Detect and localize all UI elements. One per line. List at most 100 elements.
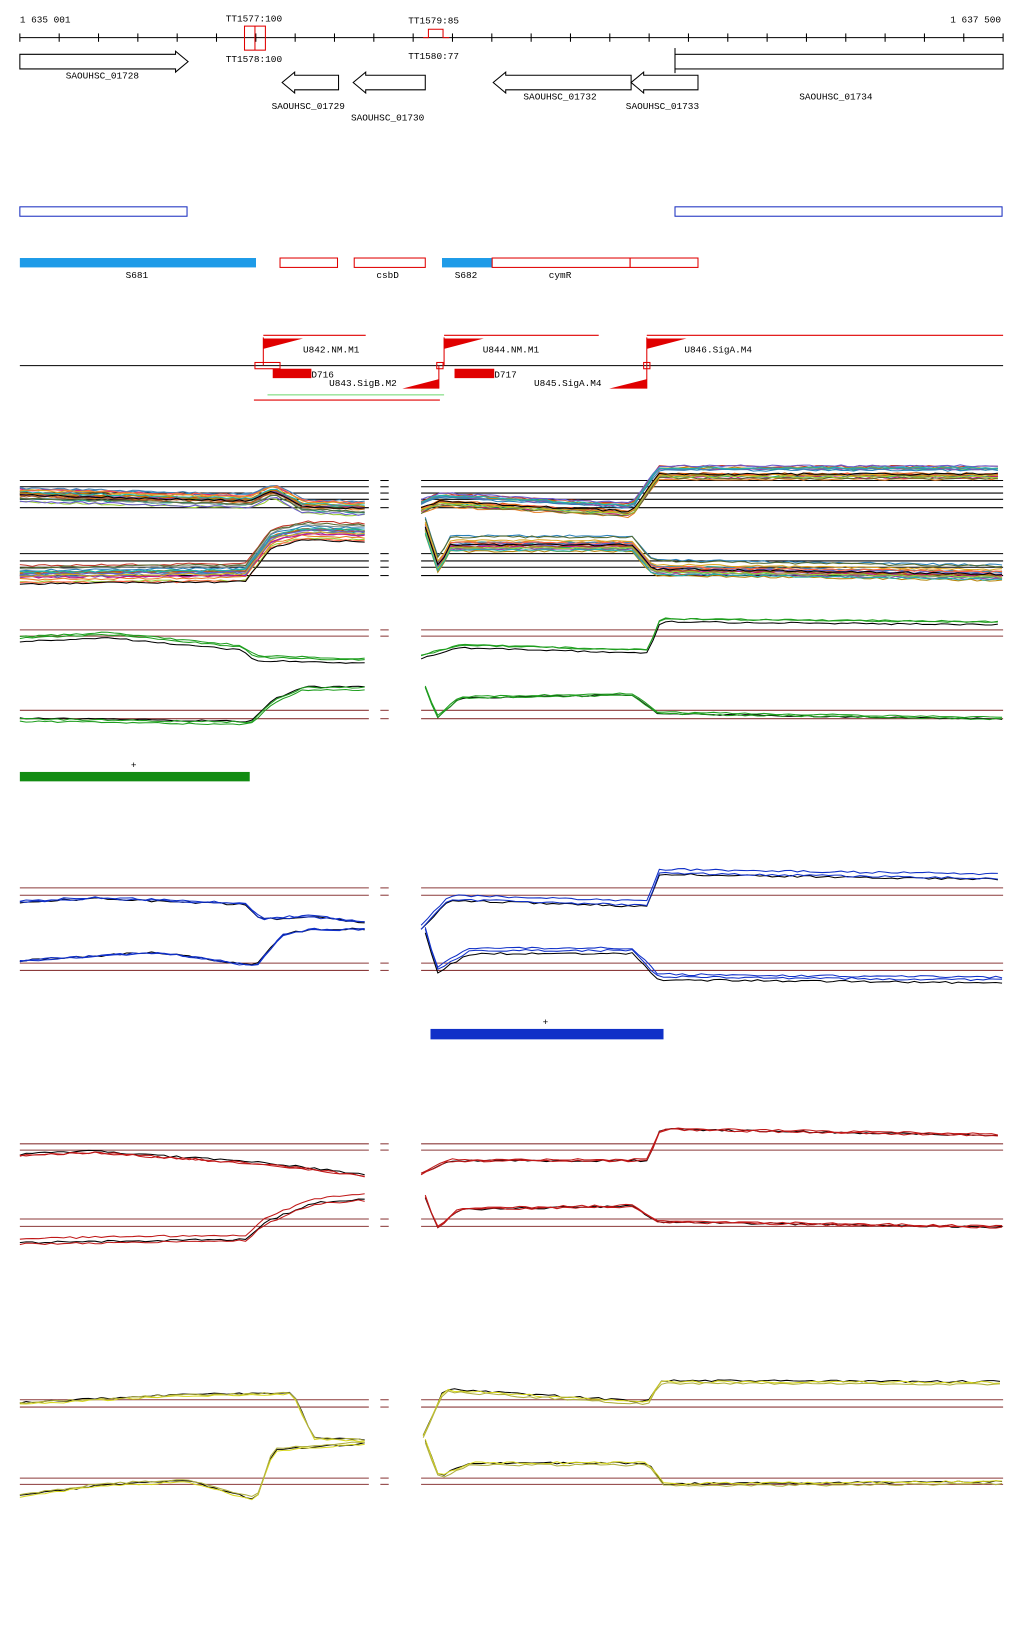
promoter-track-part-part [263, 338, 304, 349]
expression-profiles-part [19, 494, 365, 513]
expression-profiles-part [19, 531, 365, 577]
expression-profiles-part [19, 689, 365, 726]
expression-profiles-part [19, 529, 365, 576]
expression-profiles-part [420, 1128, 998, 1174]
terminator-label: TT1579:85 [408, 15, 459, 26]
gene-arrow-part [492, 70, 632, 95]
expression-profiles-part [19, 1151, 365, 1178]
expression-profiles-part [424, 1438, 1003, 1486]
expression-profiles-part [19, 1193, 365, 1240]
expression-profiles-part [19, 491, 365, 510]
expression-profiles-part [19, 539, 365, 585]
gene-arrow [19, 48, 1004, 95]
segment-label: S682 [455, 270, 478, 281]
expression-profiles-part [420, 468, 998, 509]
expression-profiles-part [19, 927, 365, 966]
expression-profiles-part [420, 477, 998, 519]
promoter-track-part-part [609, 379, 647, 389]
promoter-track-part-part [272, 368, 312, 379]
promoter-track-part-part [454, 368, 495, 379]
expression-profiles-part [422, 1380, 1000, 1437]
gene-label: SAOUHSC_01733 [626, 101, 700, 112]
expression-profiles-part [19, 1149, 365, 1176]
expression-profiles [19, 464, 1004, 1501]
expression-profiles-part [424, 530, 1003, 579]
expression-profiles-part [420, 472, 998, 513]
expression-profiles-part [19, 1391, 365, 1442]
expression-profiles-part [19, 896, 365, 923]
gene-label: SAOUHSC_01732 [523, 92, 596, 103]
expression-profiles-part [19, 523, 365, 570]
promoter-track-part-part [436, 361, 444, 370]
promoter-label: U845.SigA.M4 [534, 378, 602, 389]
expression-profiles-part [19, 685, 365, 723]
down-label: D717 [494, 369, 517, 380]
expression-profiles-part [424, 1197, 1003, 1229]
promoter-label: U844.NM.M1 [483, 344, 540, 355]
expression-profiles-part [19, 488, 365, 506]
segment-part [629, 257, 699, 268]
expression-profiles-part [19, 928, 365, 966]
cluster-marker: + [131, 760, 137, 771]
region-box-part [674, 206, 1003, 217]
promoter-track-part-part [254, 361, 281, 370]
promoter-label: U842.NM.M1 [303, 344, 360, 355]
region-box [19, 206, 1003, 217]
expression-profiles-part [19, 927, 365, 966]
expression-profiles-part [19, 496, 365, 516]
gene-arrow-part [352, 70, 426, 95]
expression-profiles-part [19, 534, 365, 581]
expression-profiles-part [424, 518, 1003, 568]
expression-profiles-part [19, 1443, 365, 1501]
expression-profiles-part [19, 533, 365, 579]
terminator-label: TT1577:100 [226, 13, 283, 24]
segment-part [19, 258, 257, 268]
segment-label: csbD [376, 270, 399, 281]
terminator [243, 25, 450, 51]
cluster-bar [430, 1028, 664, 1040]
expression-profiles-part [19, 520, 365, 567]
expression-profiles-part [424, 526, 1003, 576]
gene-arrow-part [19, 50, 189, 74]
expression-profiles-part [19, 527, 365, 574]
expression-profiles-part [422, 1379, 1001, 1436]
terminator-part [423, 28, 450, 39]
expression-profiles-part [424, 521, 1003, 571]
expression-profiles-part [420, 617, 998, 656]
expression-profiles-part [420, 1127, 998, 1174]
expression-profiles-part [424, 1442, 1003, 1487]
down-label: D716 [311, 369, 334, 380]
segment [19, 257, 699, 268]
expression-profiles-part [19, 631, 365, 660]
promoter-label: U843.SigB.M2 [329, 378, 397, 389]
expression-profiles-part [19, 525, 365, 572]
expression-profiles-part [420, 1128, 998, 1176]
terminator-label: TT1578:100 [226, 54, 283, 65]
expression-profiles-part [19, 491, 365, 510]
expression-profiles-part [19, 686, 365, 724]
expression-profiles-part [420, 620, 998, 660]
gene-label: SAOUHSC_01730 [351, 113, 425, 124]
expression-profiles-part [424, 932, 1003, 985]
gene-arrow-part [281, 70, 340, 95]
gene-label: SAOUHSC_01729 [272, 101, 345, 112]
segment-part [491, 257, 631, 268]
expression-profiles-part [19, 1151, 365, 1177]
expression-profiles-part [420, 466, 998, 507]
gene-label: SAOUHSC_01734 [799, 92, 873, 103]
cluster-bar [19, 771, 250, 782]
expression-profiles-part [424, 517, 1003, 567]
expression-profiles-part [424, 524, 1003, 574]
region-box-part [19, 206, 188, 217]
gene-arrow-part [630, 70, 699, 95]
expression-profiles-part [19, 637, 365, 664]
expression-profiles-part [420, 464, 998, 504]
expression-profiles-part [424, 928, 1003, 982]
ruler [19, 33, 1004, 42]
expression-profiles-part [19, 633, 365, 661]
segment-part [353, 257, 426, 268]
segment-label: S681 [126, 270, 149, 281]
expression-profiles-part [19, 896, 365, 923]
expression-profiles-part [19, 484, 365, 503]
